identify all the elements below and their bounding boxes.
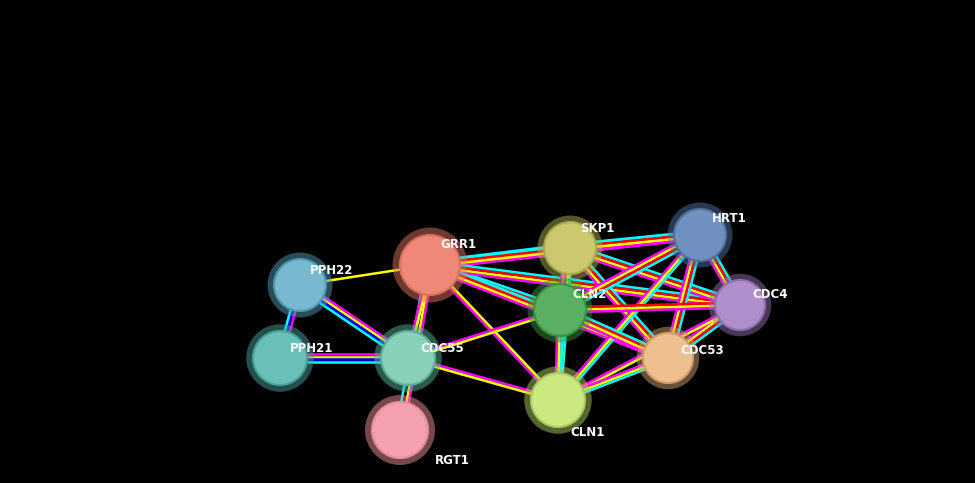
Circle shape: [715, 280, 765, 330]
Text: PPH21: PPH21: [290, 341, 333, 355]
Circle shape: [643, 333, 693, 383]
Circle shape: [637, 327, 699, 389]
Text: RGT1: RGT1: [435, 454, 470, 467]
Circle shape: [544, 222, 596, 274]
Text: HRT1: HRT1: [712, 212, 747, 225]
Circle shape: [253, 331, 307, 385]
Text: SKP1: SKP1: [580, 222, 614, 235]
Circle shape: [531, 373, 585, 427]
Circle shape: [400, 235, 460, 295]
Circle shape: [374, 324, 442, 392]
Circle shape: [668, 202, 732, 268]
Circle shape: [267, 253, 332, 317]
Circle shape: [674, 209, 726, 261]
Text: PPH22: PPH22: [310, 264, 353, 276]
Circle shape: [527, 278, 593, 342]
Text: CLN1: CLN1: [570, 426, 604, 439]
Circle shape: [274, 259, 326, 311]
Circle shape: [393, 227, 467, 302]
Circle shape: [534, 284, 586, 336]
Text: CDC55: CDC55: [420, 341, 464, 355]
Circle shape: [372, 402, 428, 458]
Circle shape: [247, 324, 314, 392]
Text: GRR1: GRR1: [440, 239, 476, 252]
Text: CDC4: CDC4: [752, 288, 788, 301]
Text: CLN2: CLN2: [572, 288, 606, 301]
Circle shape: [381, 331, 435, 385]
Circle shape: [709, 274, 771, 336]
Circle shape: [365, 395, 435, 465]
Text: CDC53: CDC53: [680, 343, 723, 356]
Circle shape: [525, 366, 592, 434]
Circle shape: [537, 215, 603, 281]
